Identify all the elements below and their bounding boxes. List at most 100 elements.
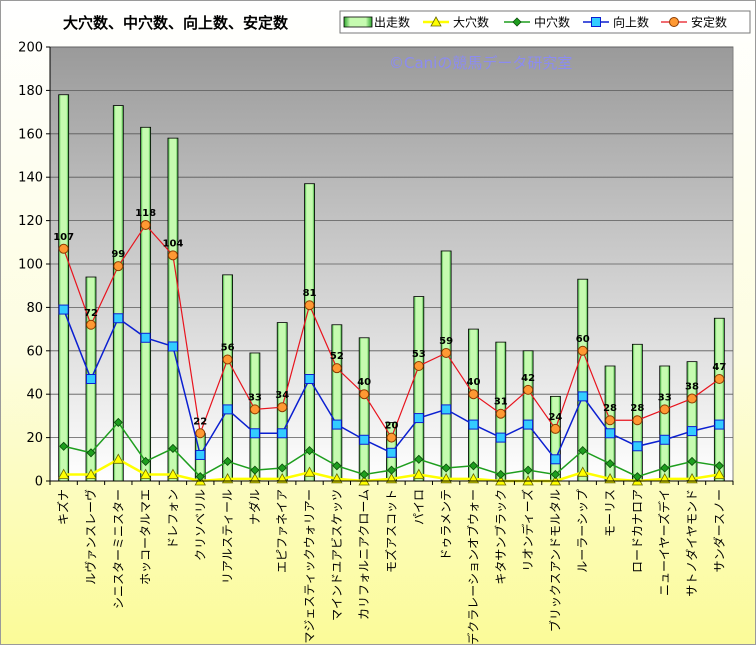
data-point[interactable]: [713, 468, 726, 479]
data-point[interactable]: [58, 304, 69, 315]
data-point[interactable]: [139, 468, 152, 479]
data-point[interactable]: [304, 446, 315, 456]
data-point[interactable]: [86, 448, 96, 458]
legend-marker[interactable]: [512, 17, 522, 27]
data-point[interactable]: [222, 354, 233, 365]
data-point[interactable]: [687, 393, 698, 404]
data-point[interactable]: [331, 419, 342, 430]
legend-marker[interactable]: [669, 17, 679, 27]
data-point[interactable]: [167, 341, 178, 352]
data-point[interactable]: [249, 404, 260, 415]
data-point[interactable]: [113, 417, 123, 427]
data-point[interactable]: [359, 389, 370, 400]
data-point[interactable]: [113, 261, 124, 272]
data-point[interactable]: [577, 391, 588, 402]
bar[interactable]: [468, 328, 479, 482]
data-point[interactable]: [495, 432, 506, 443]
bar[interactable]: [304, 183, 315, 482]
data-point[interactable]: [195, 428, 206, 439]
data-point[interactable]: [523, 384, 534, 395]
data-point[interactable]: [441, 347, 452, 358]
data-point[interactable]: [331, 363, 342, 374]
data-point[interactable]: [687, 456, 697, 467]
data-point[interactable]: [577, 466, 589, 477]
data-point[interactable]: [85, 374, 96, 385]
data-point[interactable]: [140, 332, 151, 343]
data-point[interactable]: [413, 360, 424, 371]
data-point[interactable]: [59, 441, 69, 451]
data-point[interactable]: [632, 441, 643, 452]
data-point[interactable]: [277, 428, 288, 439]
data-point[interactable]: [659, 404, 670, 415]
bar[interactable]: [713, 317, 725, 482]
data-point[interactable]: [523, 419, 534, 430]
data-point[interactable]: [714, 419, 725, 430]
legend-marker[interactable]: [591, 17, 601, 27]
data-point[interactable]: [304, 374, 315, 385]
data-point[interactable]: [687, 426, 698, 437]
data-point[interactable]: [58, 243, 69, 254]
data-point[interactable]: [578, 446, 588, 456]
bar[interactable]: [222, 274, 233, 482]
bar[interactable]: [249, 352, 261, 482]
bar[interactable]: [440, 250, 452, 482]
data-point[interactable]: [223, 456, 233, 467]
data-point[interactable]: [605, 428, 616, 439]
data-point[interactable]: [112, 453, 124, 464]
data-point[interactable]: [386, 465, 397, 475]
data-point[interactable]: [550, 423, 561, 434]
data-point[interactable]: [250, 465, 260, 475]
data-point[interactable]: [468, 419, 479, 430]
data-point[interactable]: [167, 468, 179, 479]
data-point[interactable]: [577, 345, 588, 356]
data-point[interactable]: [632, 415, 643, 426]
data-point[interactable]: [659, 434, 670, 445]
bar[interactable]: [167, 137, 179, 482]
data-point[interactable]: [195, 449, 206, 460]
data-point[interactable]: [277, 463, 287, 473]
data-point[interactable]: [332, 461, 342, 471]
data-point[interactable]: [277, 402, 288, 413]
data-point[interactable]: [495, 408, 506, 419]
data-point[interactable]: [550, 469, 560, 480]
data-point[interactable]: [714, 374, 725, 385]
data-point[interactable]: [468, 461, 479, 471]
data-point[interactable]: [85, 468, 97, 479]
data-point[interactable]: [414, 454, 424, 464]
data-point[interactable]: [249, 428, 260, 439]
legend-marker[interactable]: [430, 16, 442, 27]
data-point[interactable]: [605, 415, 616, 426]
data-point[interactable]: [303, 466, 316, 477]
data-point[interactable]: [468, 389, 479, 400]
data-point[interactable]: [413, 413, 424, 424]
data-point[interactable]: [113, 313, 124, 324]
data-point[interactable]: [140, 219, 151, 230]
bar[interactable]: [550, 395, 561, 482]
bar[interactable]: [358, 337, 370, 482]
bar[interactable]: [140, 126, 152, 482]
data-point[interactable]: [550, 454, 561, 465]
data-point[interactable]: [57, 468, 70, 479]
data-point[interactable]: [660, 463, 670, 473]
data-point[interactable]: [441, 404, 452, 415]
data-point[interactable]: [386, 432, 397, 443]
data-point[interactable]: [605, 459, 615, 469]
data-point[interactable]: [141, 456, 151, 467]
data-point[interactable]: [413, 468, 425, 479]
data-point[interactable]: [85, 319, 96, 330]
data-point[interactable]: [168, 443, 178, 454]
data-point[interactable]: [523, 465, 533, 475]
data-point[interactable]: [304, 300, 315, 311]
bar[interactable]: [276, 322, 288, 482]
bar[interactable]: [522, 350, 534, 482]
data-point[interactable]: [386, 447, 397, 458]
data-point[interactable]: [496, 469, 506, 480]
data-point[interactable]: [167, 250, 178, 261]
data-point[interactable]: [359, 469, 369, 480]
bar[interactable]: [413, 296, 425, 482]
bar[interactable]: [331, 324, 343, 482]
bar[interactable]: [58, 94, 70, 482]
data-point[interactable]: [359, 434, 370, 445]
data-point[interactable]: [714, 461, 724, 471]
data-point[interactable]: [441, 463, 451, 473]
